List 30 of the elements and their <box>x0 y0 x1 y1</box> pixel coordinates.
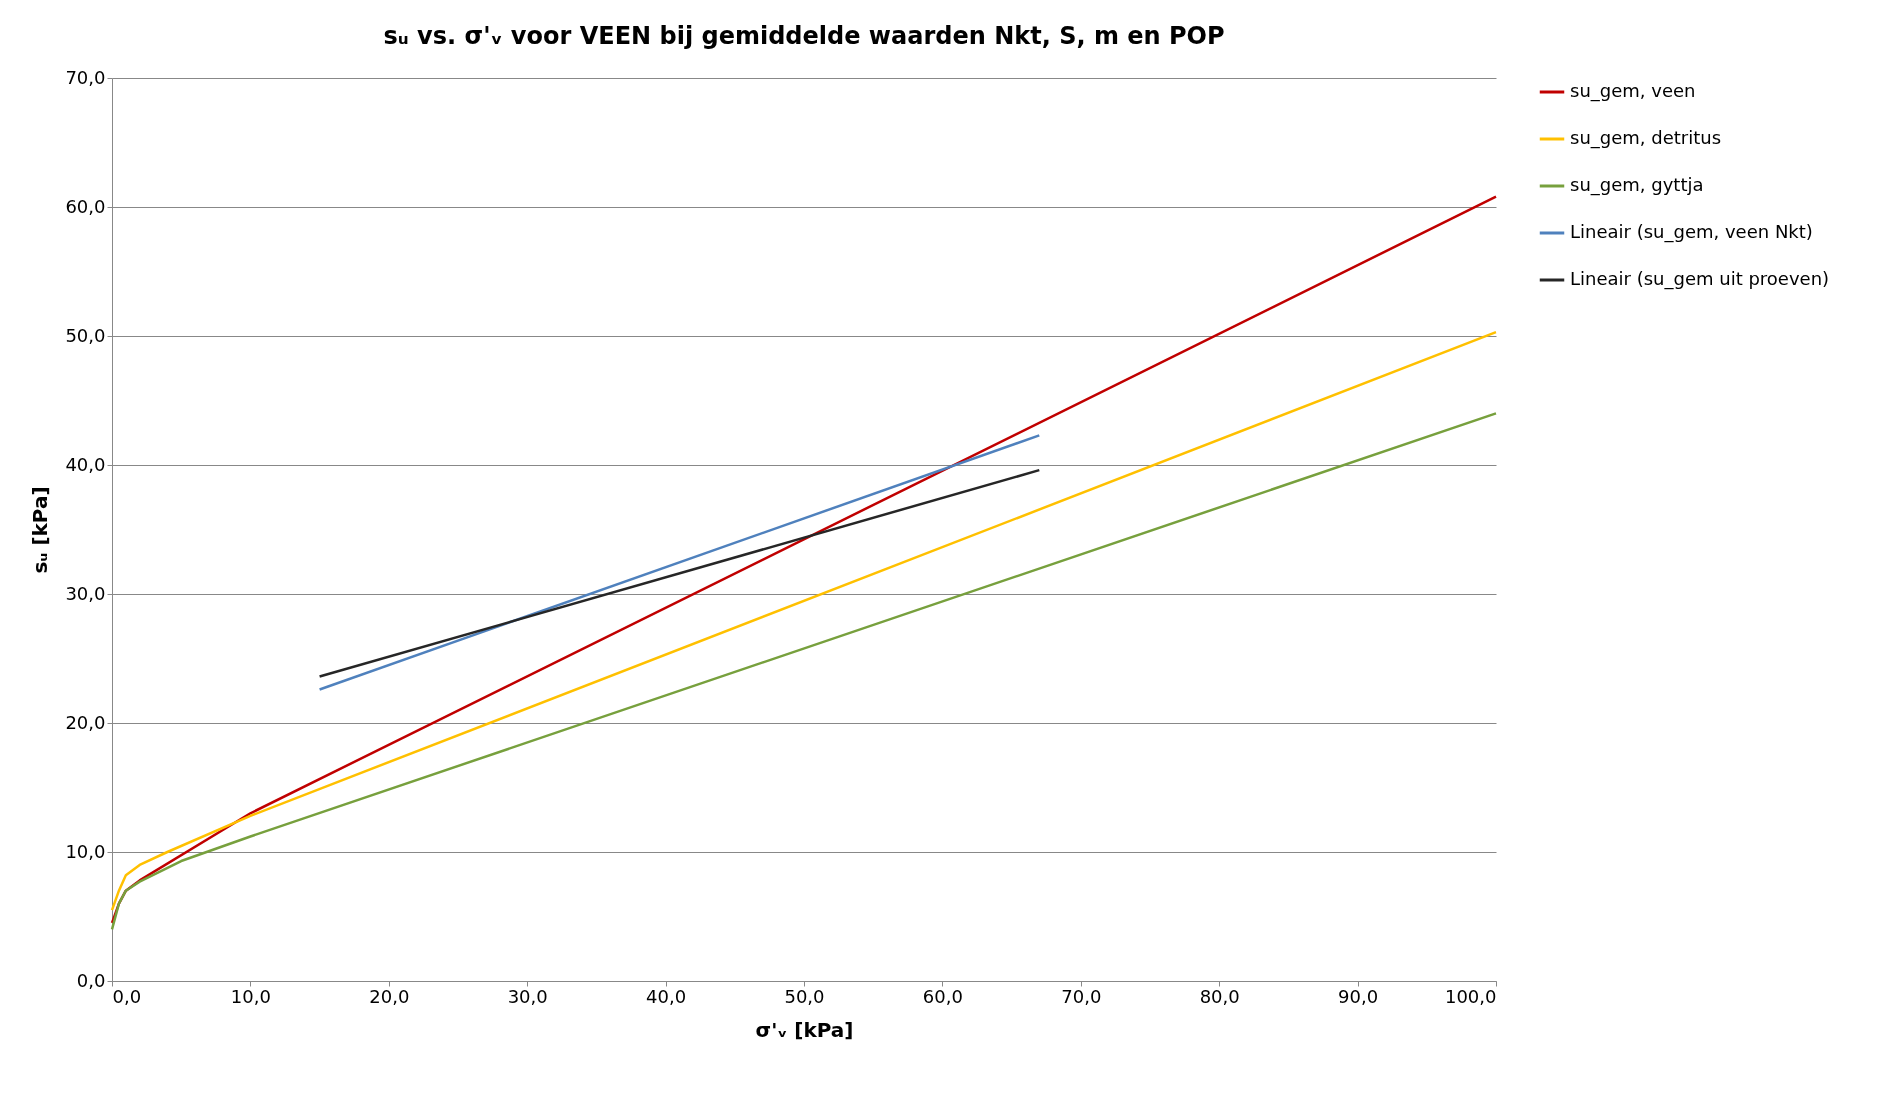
x-tick-label: 40,0 <box>646 985 687 1007</box>
y-tick-label: 20,0 <box>65 711 106 733</box>
chart-title: sᵤ vs. σ'ᵥ voor VEEN bij gemiddelde waarden Nkt, S, m en POP <box>383 22 1225 50</box>
x-tick-label: 0,0 <box>112 985 142 1007</box>
y-tick-label: 70,0 <box>65 66 106 88</box>
x-tick-label: 90,0 <box>1338 985 1379 1007</box>
y-tick-label: 50,0 <box>65 324 106 346</box>
y-tick-label: 30,0 <box>65 582 106 604</box>
legend-label: su_gem, detritus <box>1570 127 1722 149</box>
line-series <box>110 330 1498 912</box>
x-tick-label: 30,0 <box>507 985 548 1007</box>
x-tick-label: 20,0 <box>369 985 410 1007</box>
y-tick-label: 40,0 <box>65 453 106 475</box>
x-tick-label: 50,0 <box>784 985 825 1007</box>
y-axis-title: sᵤ [kPa] <box>28 486 53 574</box>
x-tick-label: 70,0 <box>1061 985 1102 1007</box>
y-tick-label: 10,0 <box>65 840 106 862</box>
y-tick-label: 60,0 <box>65 195 106 217</box>
legend-label: su_gem, veen <box>1570 80 1696 102</box>
x-tick-label: 60,0 <box>922 985 963 1007</box>
line-series <box>110 412 1498 931</box>
x-tick-label: 80,0 <box>1199 985 1240 1007</box>
legend-label: Lineair (su_gem, veen Nkt) <box>1570 221 1813 243</box>
legend-label: su_gem, gyttja <box>1570 174 1704 196</box>
x-tick-label: 100,0 <box>1444 985 1497 1007</box>
line-series <box>110 195 1498 925</box>
x-tick-label: 10,0 <box>230 985 271 1007</box>
x-axis-title: σ'ᵥ [kPa] <box>755 1017 854 1042</box>
legend-label: Lineair (su_gem uit proeven) <box>1570 268 1830 290</box>
y-tick-label: 0,0 <box>76 969 106 991</box>
